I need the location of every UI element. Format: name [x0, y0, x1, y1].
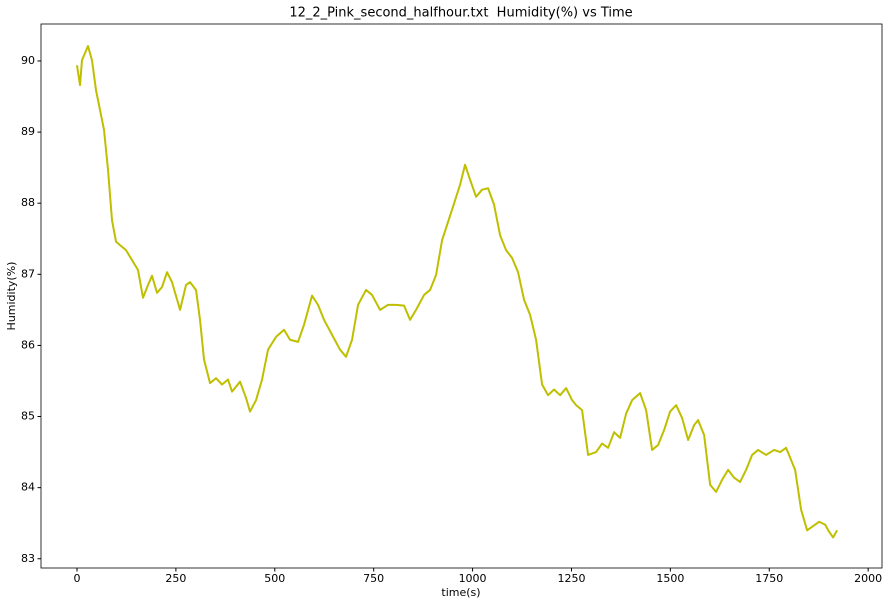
y-tick-label: 84 — [21, 481, 35, 494]
chart-title: 12_2_Pink_second_halfhour.txt Humidity(%… — [289, 6, 632, 21]
x-tick-label: 1250 — [557, 572, 585, 585]
y-tick-label: 90 — [21, 54, 35, 67]
x-tick-label: 1000 — [459, 572, 487, 585]
y-tick-label: 85 — [21, 410, 35, 423]
y-tick-label: 88 — [21, 196, 35, 209]
x-tick-label: 2000 — [854, 572, 882, 585]
y-tick-label: 87 — [21, 267, 35, 280]
y-tick-label: 86 — [21, 338, 35, 351]
x-tick-label: 250 — [165, 572, 186, 585]
x-tick-label: 1750 — [755, 572, 783, 585]
x-tick-label: 1500 — [656, 572, 684, 585]
x-axis-label: time(s) — [441, 586, 480, 599]
plot-frame — [40, 23, 883, 569]
data-line — [76, 45, 838, 539]
x-tick-label: 500 — [264, 572, 285, 585]
x-tick-label: 750 — [363, 572, 384, 585]
y-tick-label: 83 — [21, 552, 35, 565]
y-tick-label: 89 — [21, 125, 35, 138]
x-tick-label: 0 — [73, 572, 80, 585]
y-axis-label: Humidity(%) — [5, 262, 18, 331]
